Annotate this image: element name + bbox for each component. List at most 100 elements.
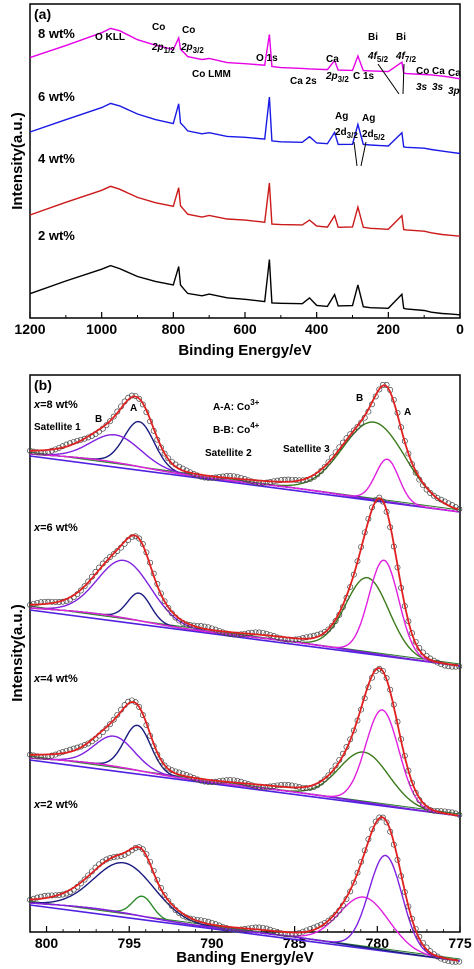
b-data-point [208,625,215,632]
b-data-point [452,958,459,965]
anno-o-1s: O 1s [256,53,278,64]
b-data-point [321,463,328,470]
b-data-point [161,762,168,769]
b-data-point [329,622,335,629]
anno-co-2p12-index: 1/2 [164,46,176,55]
peak-label-a-left: A [130,403,137,414]
peak-label-b-left: B [95,414,102,425]
b-data-point [223,630,230,637]
b-component-peak [29,724,459,817]
b-group-label-rest: =2 wt% [40,799,78,811]
b-data-point [350,427,357,434]
b-data-point [278,477,285,484]
anno-ca-3s-b: 3s [432,82,444,93]
b-group: x=4 wt% [27,665,463,818]
legend-co3-text: A-A: Co [213,402,250,413]
b-data-point [329,915,335,922]
anno-bi-4f52-orbital: 4f [367,51,379,62]
b-baseline [29,455,461,513]
b-data-point [263,630,270,637]
anno-ag-3d32-index: 3/2 [347,131,359,140]
b-envelope-fit [29,497,459,667]
panel-a-x-ticks: 1200 1000 800 600 400 200 0 [14,312,464,337]
anno-co-2p12: Co [152,22,165,33]
anno-co-lmm: Co LMM [192,69,231,80]
anno-co-3s: Co [416,66,429,77]
b-data-point [248,629,255,636]
b-component-peak [29,735,459,817]
panel-a-ylabel: Intensity(a.u.) [9,112,26,210]
b-envelope-fit [30,384,459,511]
b-data-point [238,778,244,785]
anno-co-2p32-index: 3/2 [193,46,205,55]
legend-co3-sup: 3+ [250,398,259,407]
b-data-point [48,447,55,454]
a-x-tick-label: 800 [162,321,186,337]
b-data-point [376,494,383,501]
panel-b-label: (b) [34,377,52,393]
anno-ca-2p-sub: 2p3/2 [325,71,349,84]
b-data-point [161,598,168,605]
a-series-label: 2 wt% [38,228,75,243]
a-series-line [29,27,461,80]
panel-a-xlabel: Binding Energy/eV [178,342,311,359]
b-group-label-var: x [33,399,41,411]
b-x-tick-label: 795 [118,935,142,951]
a-x-tick-label: 200 [377,321,401,337]
b-group-label: x=4 wt% [33,673,78,685]
a-x-tick-label: 1000 [86,321,117,337]
anno-ca-2p-orbital: 2p [325,71,338,82]
anno-bi-4f72-orbital: 4f [395,51,407,62]
b-data-point [34,449,41,456]
b-background [29,900,461,960]
anno-ca-3p: Ca [448,68,461,79]
b-component-peak [29,709,459,817]
b-data-point [292,783,299,790]
b-data-point [165,604,172,611]
b-data-point [452,810,459,817]
b-data-point [107,554,113,560]
panel-a-survey-spectrum: (a) Intensity(a.u.) Binding Energy/eV 12… [9,3,464,359]
b-background [29,605,461,665]
b-data-point [110,716,117,723]
anno-bi-4f72-index: 7/2 [405,55,417,64]
b-data-point [136,395,143,402]
b-data-point [165,455,172,462]
b-data-point [278,782,285,788]
anno-bi-4f72: Bi [396,32,406,43]
anno-bi-4f52-sub: 4f5/2 [367,51,389,64]
b-data-point [85,578,92,585]
anno-ag-arrow-1 [353,141,358,167]
b-data-point [325,626,332,633]
legend-co3: A-A: Co3+ [213,398,260,413]
b-data-point [263,783,270,790]
b-x-tick-label: 800 [35,935,59,951]
a-x-tick-label: 600 [233,321,257,337]
b-data-point [274,477,281,484]
b-data-point [456,663,463,670]
b-group-label-rest: =8 wt% [40,399,78,411]
b-data-point [325,459,332,466]
a-series-label: 8 wt% [38,26,75,41]
b-data-point [350,879,357,886]
legend-co4: B-B: Co4+ [213,421,260,436]
b-data-point [376,386,383,393]
legend-co4-text: B-B: Co [213,425,250,436]
b-data-point [223,925,230,932]
b-component-peak [29,576,459,667]
anno-c-1s: C 1s [353,71,375,82]
anno-o-kll: O KLL [95,32,125,43]
anno-ca-3p-b: 3p [448,86,460,97]
b-data-point [161,892,168,898]
b-group-label: x=8 wt% [33,399,78,411]
anno-bi-4f52-index: 5/2 [377,55,389,64]
b-data-point [303,634,310,641]
b-data-point [136,704,143,710]
b-component-peak [29,854,459,962]
satellite-3-label: Satellite 3 [283,444,330,455]
b-data-point [379,667,386,674]
b-baseline [29,904,461,962]
b-data-point [34,753,41,760]
anno-ag-3d52-index: 5/2 [374,133,386,142]
